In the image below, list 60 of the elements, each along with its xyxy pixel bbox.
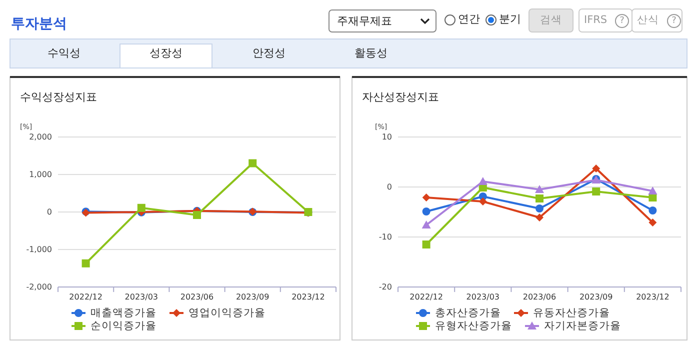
x-tick-label: 2023/09: [236, 292, 270, 302]
y-tick-label: 0: [46, 208, 52, 216]
y-tick-label: -2,000: [26, 282, 52, 292]
x-tick-label: 2023/06: [180, 292, 214, 302]
text: 분기: [499, 12, 521, 26]
text: IFRS: [584, 14, 608, 26]
x-tick-label: 2023/03: [124, 292, 158, 302]
point: [535, 185, 544, 193]
point: [648, 218, 657, 226]
text: 연간: [458, 12, 480, 26]
y-tick-label: -20: [378, 282, 392, 292]
text: 산식: [637, 14, 659, 26]
point: [137, 204, 146, 212]
x-tick-label: 2023/03: [466, 292, 500, 302]
x-tick-label: 2023/12: [636, 292, 670, 302]
text: 검색: [540, 14, 562, 26]
text: 수익성: [48, 46, 80, 60]
chart-title: 수익성장성지표: [20, 90, 97, 104]
text: ?: [672, 16, 677, 26]
y-tick-label: -1,000: [26, 245, 52, 254]
point: [82, 259, 90, 268]
point: [422, 194, 430, 202]
point: [248, 159, 257, 168]
point: [648, 186, 658, 194]
x-tick-label: 2023/09: [579, 292, 613, 302]
legend-label: 유형자산증가율: [435, 320, 512, 332]
x-tick-label: 2023/06: [522, 292, 556, 302]
legend-label: 총자산증가율: [435, 307, 501, 319]
text: 안정성: [252, 46, 286, 60]
x-tick-label: 2022/12: [69, 292, 102, 302]
x-tick-label: 2022/12: [410, 292, 443, 302]
point: [592, 164, 600, 172]
point: [422, 240, 430, 248]
legend-label: 자기자본증가율: [544, 320, 621, 332]
point: [536, 204, 544, 212]
point: [478, 198, 487, 206]
text: 투자분석: [11, 16, 67, 32]
point: [422, 220, 431, 228]
point: [536, 194, 544, 202]
text: 활동성: [354, 46, 388, 60]
legend-label: 유동자산증가율: [533, 307, 610, 319]
y-tick-label: 1,000: [29, 170, 52, 179]
point: [193, 211, 201, 219]
legend-label: 순이익증가율: [90, 320, 156, 332]
point: [422, 208, 430, 216]
point: [478, 177, 488, 185]
chart-title: 자산성장성지표: [362, 90, 439, 104]
y-tick-label: -10: [378, 232, 392, 242]
x-tick-label: 2023/12: [292, 292, 325, 302]
text: 성장성: [150, 46, 182, 60]
y-tick-label: 0: [386, 182, 392, 192]
legend-label: 매출액증가율: [90, 307, 156, 319]
legend-label: 영업이익증가율: [188, 307, 266, 319]
point: [648, 206, 657, 214]
y-tick-label: 10: [382, 132, 392, 142]
text: ?: [620, 16, 625, 26]
y-tick-label: 2,000: [29, 132, 52, 142]
point: [536, 214, 544, 222]
text: 주재무제표: [337, 14, 392, 28]
point: [592, 188, 600, 196]
